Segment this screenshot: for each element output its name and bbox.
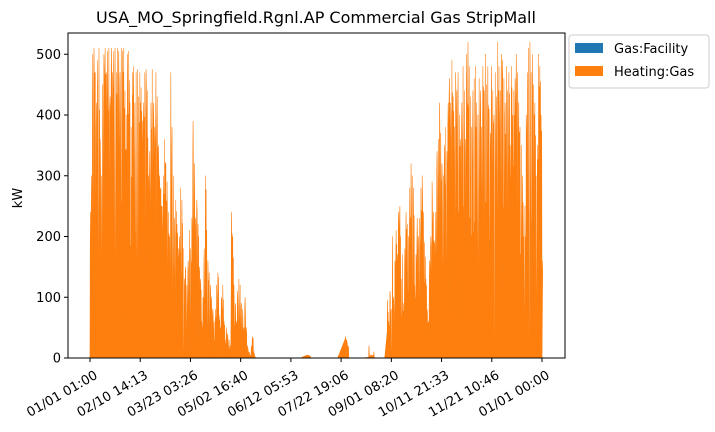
y-tick-label: 400 [36,109,61,124]
y-tick-label: 300 [36,169,61,184]
legend: Gas:Facility Heating:Gas [568,34,710,89]
chart-title: USA_MO_Springfield.Rgnl.AP Commercial Ga… [96,8,536,28]
legend-label-heating-gas: Heating:Gas [614,65,694,80]
y-tick-label: 0 [53,352,61,367]
series-area-heating-gas [89,41,543,359]
y-axis-label: kW [11,188,26,209]
legend-box [568,34,710,89]
legend-swatch-heating-gas [575,66,603,76]
y-axis: 0 100 200 300 400 500 [36,48,68,367]
plot-area [67,32,566,359]
series-layer [89,41,543,359]
y-tick-label: 200 [36,230,61,245]
y-tick-label: 100 [36,291,61,306]
y-tick-label: 500 [36,48,61,63]
legend-swatch-gas-facility [575,43,603,53]
plot-frame [67,32,566,359]
legend-label-gas-facility: Gas:Facility [614,42,689,57]
